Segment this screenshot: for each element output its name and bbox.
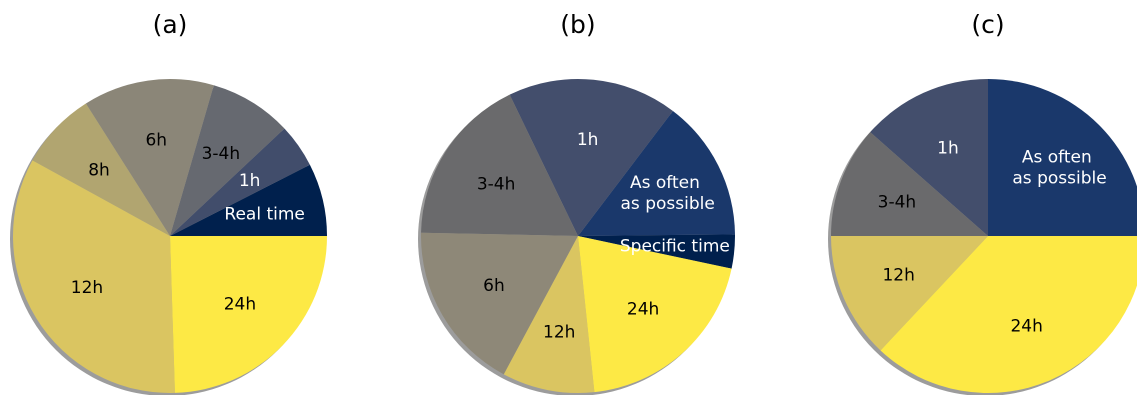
pie-slice-a-8h bbox=[32, 103, 171, 236]
slice-label-b-1h: 1h bbox=[577, 130, 599, 150]
pie-slice-c-1h bbox=[870, 79, 988, 236]
pie-chart-a: Real time 1h 3-4h 6h 8h 12h 24h bbox=[10, 79, 327, 395]
pie-slice-a-6h bbox=[85, 79, 214, 236]
slice-label-c-as-often-as-possible: As often as possible bbox=[1007, 148, 1107, 189]
slice-label-b-3-4h: 3-4h bbox=[477, 174, 516, 194]
slice-label-a-real-time: Real time bbox=[224, 204, 304, 224]
slice-label-c-1h: 1h bbox=[937, 138, 959, 158]
slice-label-b-6h: 6h bbox=[483, 276, 505, 296]
slice-label-b-as-often-as-possible: As often as possible bbox=[615, 173, 715, 214]
panel-title-a: (a) bbox=[153, 10, 188, 39]
slice-label-a-6h: 6h bbox=[145, 131, 167, 151]
slice-label-a-3-4h: 3-4h bbox=[202, 144, 241, 164]
slice-label-b-specific-time: Specific time bbox=[620, 237, 730, 257]
pie-slice-b-1h bbox=[509, 78, 673, 236]
pie-panel-a: (a) Real time 1h 3-4h 6h 8h 12h 24h bbox=[10, 10, 327, 395]
slice-label-a-24h: 24h bbox=[224, 295, 256, 315]
pie-chart-b: Specific time As often as possible 1h 3-4h 6… bbox=[418, 78, 735, 395]
pie-slice-c-24h bbox=[880, 236, 1137, 393]
pie-slice-a-24h bbox=[170, 236, 327, 393]
pie-slice-b-12h bbox=[503, 236, 595, 393]
slice-label-a-12h: 12h bbox=[71, 278, 103, 298]
pie-panel-b: (b) Specific time As often as possible 1h 3… bbox=[418, 10, 735, 395]
pie-slice-b-6h bbox=[421, 232, 578, 375]
pie-slice-a-3-4h bbox=[170, 85, 285, 237]
pie-slice-a-real-time bbox=[170, 164, 327, 236]
pie-slice-b-as-often-as-possible bbox=[578, 110, 735, 236]
slice-label-b-12h: 12h bbox=[543, 323, 575, 343]
panel-title-c: (c) bbox=[971, 10, 1004, 39]
pie-slice-c-3-4h bbox=[831, 132, 988, 236]
panel-title-b: (b) bbox=[560, 10, 595, 39]
slice-label-c-3-4h: 3-4h bbox=[878, 193, 917, 213]
slice-label-a-8h: 8h bbox=[88, 160, 110, 180]
pie-panel-c: (c) As often as possible 1h 3-4h 12h 24h bbox=[828, 10, 1137, 395]
pie-slice-b-specific-time bbox=[578, 234, 735, 269]
slice-label-c-12h: 12h bbox=[882, 266, 914, 286]
pie-slice-b-3-4h bbox=[421, 94, 578, 236]
pie-chart-c: As often as possible 1h 3-4h 12h 24h bbox=[828, 79, 1137, 395]
pie-slice-c-as-often-as-possible bbox=[988, 79, 1137, 236]
pie-slice-b-24h bbox=[578, 236, 732, 393]
slice-label-c-24h: 24h bbox=[1010, 316, 1042, 336]
slice-label-a-1h: 1h bbox=[239, 171, 261, 191]
pie-slice-a-12h bbox=[13, 160, 175, 393]
slice-label-b-24h: 24h bbox=[627, 299, 659, 319]
pie-slice-c-12h bbox=[831, 236, 988, 351]
pie-slice-a-1h bbox=[170, 128, 310, 236]
